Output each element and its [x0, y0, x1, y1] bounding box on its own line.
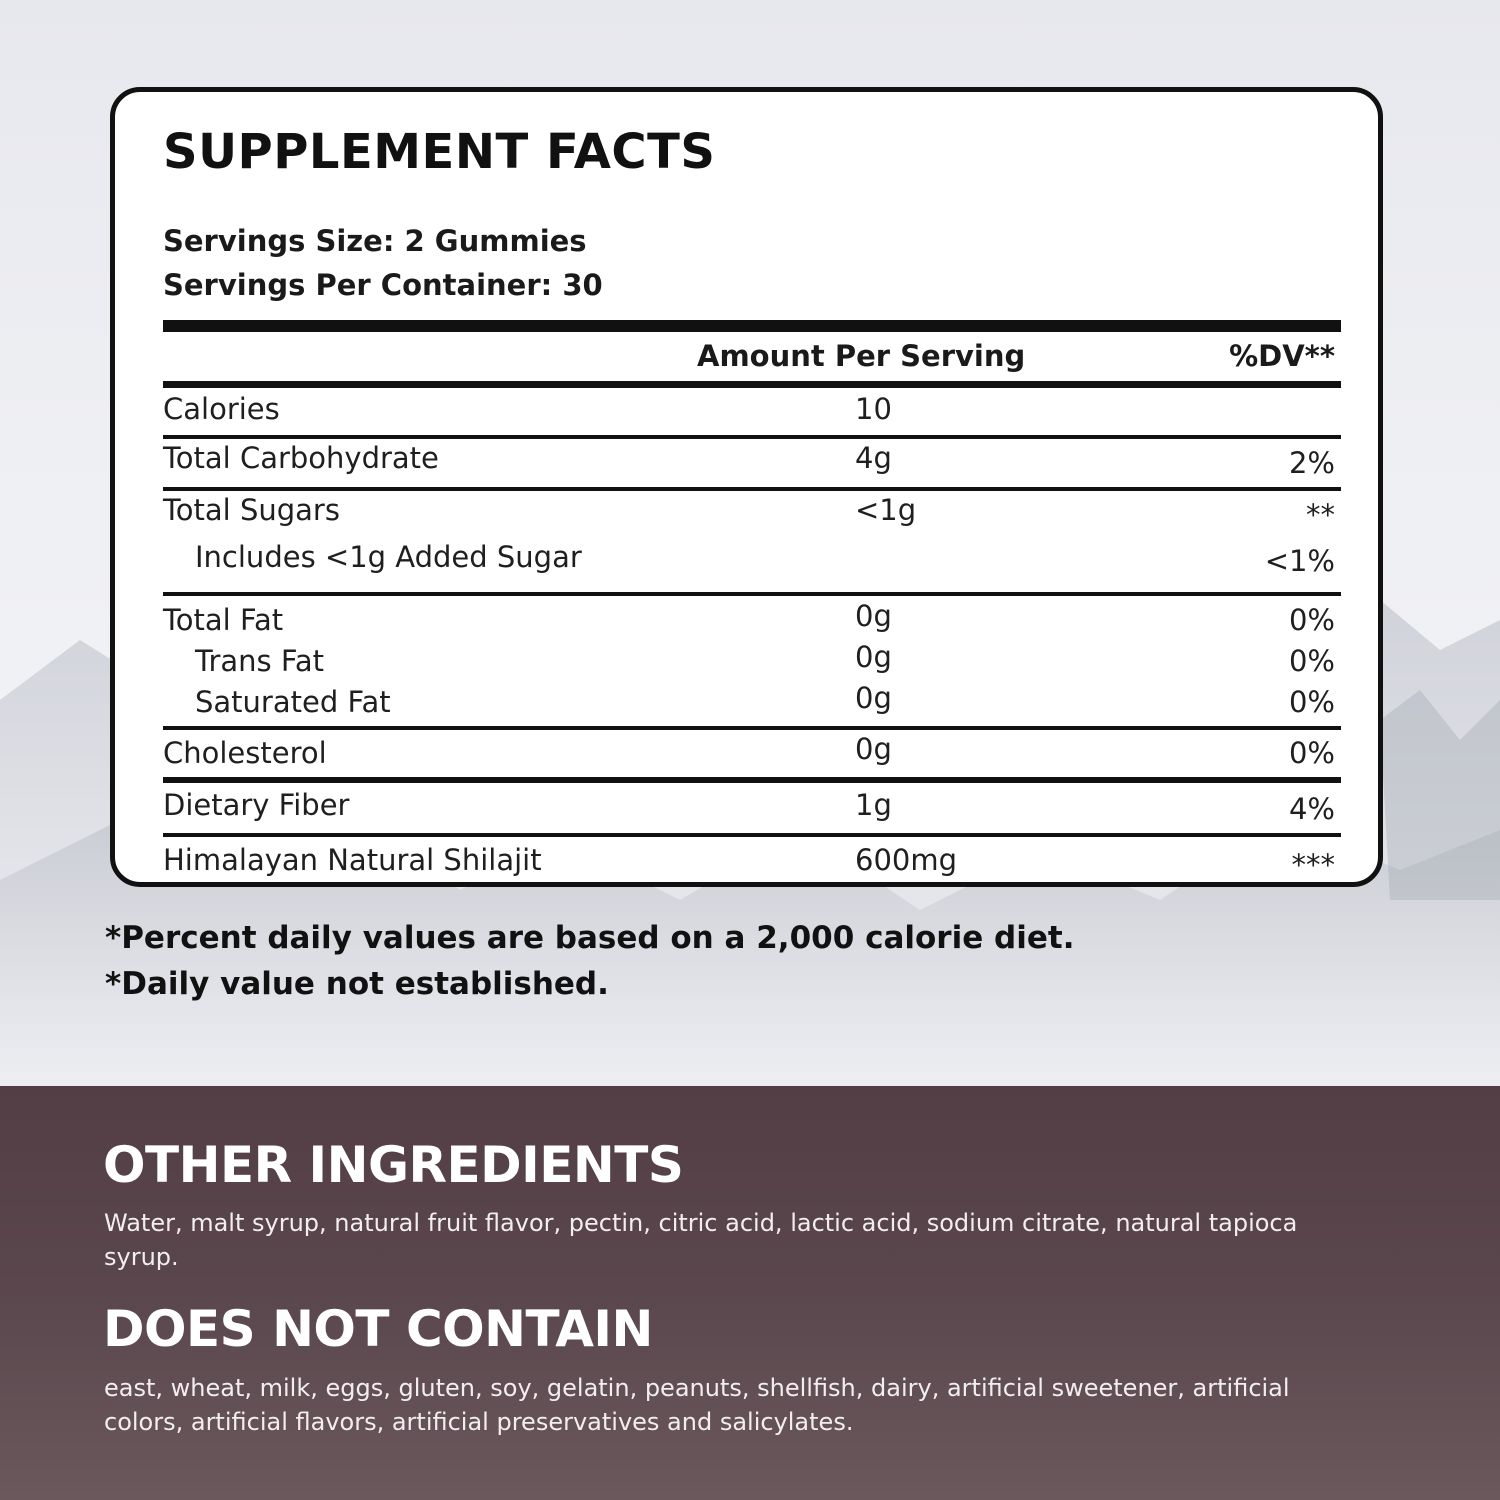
- does-not-contain-title: DOES NOT CONTAIN: [103, 1300, 653, 1358]
- nutrient-dv: 0%: [1288, 644, 1335, 678]
- row-divider: [163, 833, 1341, 837]
- other-ingredients-title: OTHER INGREDIENTS: [103, 1136, 684, 1194]
- nutrient-dv: 4%: [1288, 792, 1335, 826]
- nutrient-name: Calories: [163, 392, 280, 426]
- nutrient-amount: 600mg: [855, 843, 958, 877]
- header-divider: [163, 381, 1341, 388]
- nutrient-name: Includes <1g Added Sugar: [195, 540, 582, 574]
- nutrient-name: Total Sugars: [163, 493, 340, 527]
- supplement-facts-panel: SUPPLEMENT FACTS Servings Size: 2 Gummie…: [110, 87, 1383, 887]
- nutrient-dv: <1%: [1264, 544, 1335, 578]
- row-divider: [163, 487, 1341, 491]
- nutrient-amount: 4g: [855, 441, 892, 475]
- percent-daily-value-note: *Percent daily values are based on a 2,0…: [105, 920, 1075, 956]
- nutrient-name: Dietary Fiber: [163, 788, 350, 822]
- nutrient-dv: 2%: [1288, 446, 1335, 480]
- other-ingredients-text: Water, malt syrup, natural fruit flavor,…: [104, 1209, 1298, 1271]
- nutrient-dv: 0%: [1288, 685, 1335, 719]
- nutrient-dv: 0%: [1288, 736, 1335, 770]
- dv-column-header: %DV**: [1229, 339, 1335, 373]
- nutrient-amount: <1g: [855, 493, 917, 527]
- nutrient-name: Total Fat: [163, 603, 284, 637]
- nutrient-amount: 0g: [855, 681, 892, 715]
- servings-per-container: Servings Per Container: 30: [163, 268, 603, 302]
- nutrient-name: Cholesterol: [163, 736, 327, 770]
- thick-divider: [163, 320, 1341, 332]
- amount-column-header: Amount Per Serving: [697, 339, 1026, 373]
- nutrient-name: Himalayan Natural Shilajit: [163, 843, 542, 877]
- nutrient-amount: 1g: [855, 788, 892, 822]
- nutrient-amount: 0g: [855, 599, 892, 633]
- facts-title: SUPPLEMENT FACTS: [163, 124, 716, 180]
- nutrient-name: Trans Fat: [195, 644, 325, 678]
- nutrient-dv: **: [1306, 498, 1335, 532]
- does-not-contain-text: east, wheat, milk, eggs, gluten, soy, ge…: [104, 1374, 1290, 1436]
- nutrient-name: Total Carbohydrate: [163, 441, 439, 475]
- nutrient-dv: ***: [1291, 848, 1336, 882]
- serving-size: Servings Size: 2 Gummies: [163, 224, 587, 258]
- nutrient-amount: 0g: [855, 640, 892, 674]
- ingredients-band: [0, 1086, 1500, 1500]
- row-divider: [163, 435, 1341, 439]
- nutrient-amount: 10: [855, 392, 892, 426]
- nutrient-name: Saturated Fat: [195, 685, 391, 719]
- nutrient-dv: 0%: [1288, 603, 1335, 637]
- daily-value-not-established-note: *Daily value not established.: [105, 966, 609, 1002]
- row-divider: [163, 592, 1341, 596]
- row-divider: [163, 726, 1341, 730]
- nutrient-amount: 0g: [855, 732, 892, 766]
- row-divider: [163, 777, 1341, 783]
